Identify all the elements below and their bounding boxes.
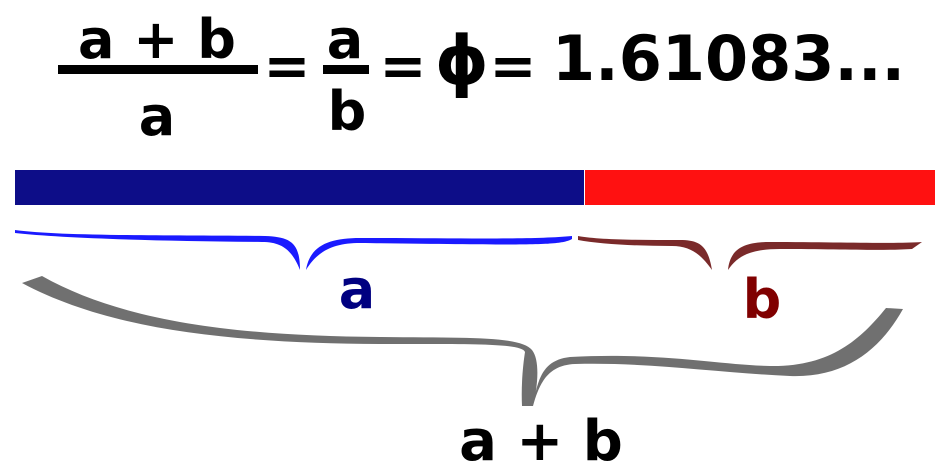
- brace-total-label: a + b: [459, 409, 623, 468]
- fraction-2-denominator: b: [328, 80, 367, 143]
- fraction-1-denominator: a: [139, 85, 175, 148]
- equals-sign-1: =: [264, 34, 311, 99]
- brace-total-icon: [22, 276, 903, 406]
- equals-sign-3: =: [490, 34, 537, 99]
- brace-b-label: b: [743, 268, 782, 331]
- brace-b: b: [578, 236, 922, 331]
- segment-a: [15, 170, 584, 205]
- brace-a: a: [15, 230, 572, 321]
- equals-sign-2: =: [380, 34, 427, 99]
- fraction-1-numerator: a + b: [78, 8, 236, 71]
- brace-total: a + b: [22, 276, 903, 468]
- fraction-2-bar: [323, 65, 369, 74]
- brace-a-icon: [15, 230, 572, 270]
- fraction-2-numerator: a: [327, 8, 363, 71]
- brace-a-label: a: [339, 258, 375, 321]
- fraction-1-bar: [58, 65, 258, 74]
- phi-symbol: ϕ: [435, 22, 489, 101]
- brace-b-icon: [578, 236, 922, 270]
- equation: a + b a = a b = ϕ = 1.61083...: [58, 8, 905, 148]
- segment-b: [585, 170, 935, 205]
- segment-bar: [15, 170, 935, 205]
- phi-value: 1.61083...: [552, 22, 905, 95]
